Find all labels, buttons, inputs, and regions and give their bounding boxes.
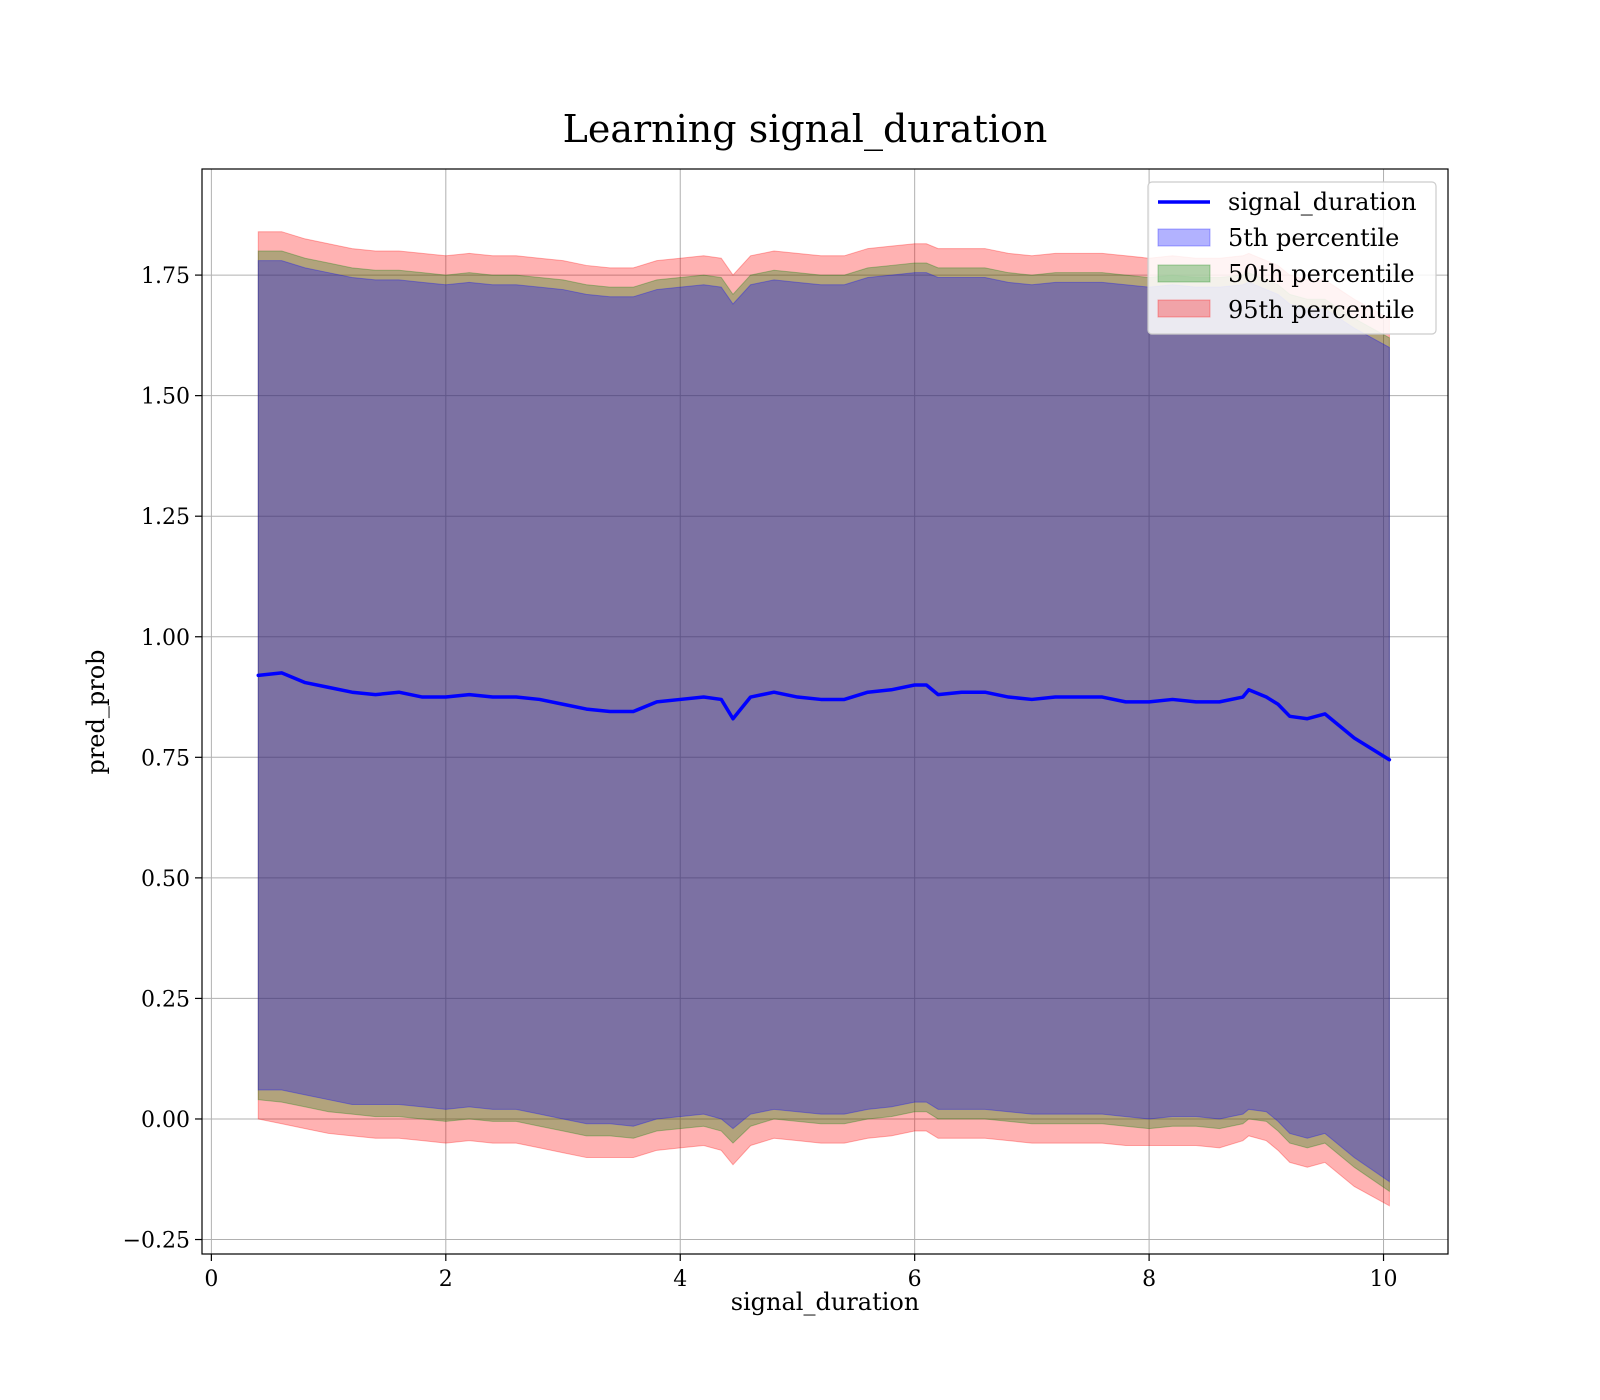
- series-lines: [256, 671, 1392, 762]
- y-tick-label: 0.75: [141, 746, 190, 771]
- percentile-bands: [257, 231, 1390, 1207]
- x-tick-label: 6: [908, 1267, 922, 1292]
- y-tick-label: 1.50: [141, 385, 190, 410]
- legend-label-signal-duration: signal_duration: [1228, 188, 1417, 216]
- x-tick-label: 0: [204, 1267, 218, 1292]
- x-tick-label: 2: [439, 1267, 453, 1292]
- y-tick-label: 0.25: [141, 987, 190, 1012]
- x-axis-ticks: 0 2 4 6 8 10: [204, 1254, 1398, 1292]
- y-tick-label: 1.00: [141, 626, 190, 651]
- legend: signal_duration 5th percentile 50th perc…: [1147, 181, 1437, 335]
- legend-label-5th: 5th percentile: [1228, 224, 1399, 252]
- y-tick-label: 1.75: [141, 264, 190, 289]
- legend-patch-50th: [1157, 264, 1211, 283]
- chart-title: Learning signal_duration: [563, 107, 1048, 152]
- band-5th: [257, 260, 1390, 1183]
- band-95th: [257, 231, 1390, 1207]
- x-tick-label: 10: [1370, 1267, 1398, 1292]
- x-tick-label: 4: [673, 1267, 687, 1292]
- y-tick-label: 0.00: [141, 1108, 190, 1133]
- y-tick-label: −0.25: [123, 1229, 190, 1254]
- series-line-signal-duration: [256, 671, 1392, 762]
- y-axis-label: pred_prob: [82, 649, 110, 774]
- y-tick-label: 1.25: [141, 505, 190, 530]
- y-tick-label: 0.50: [141, 867, 190, 892]
- legend-patch-95th: [1157, 299, 1211, 318]
- legend-label-50th: 50th percentile: [1228, 260, 1415, 288]
- x-axis-label: signal_duration: [731, 1288, 920, 1316]
- legend-patch-5th: [1157, 228, 1211, 247]
- legend-label-95th: 95th percentile: [1228, 296, 1415, 324]
- grid: [202, 169, 1448, 1254]
- band-50th: [257, 250, 1390, 1193]
- legend-box: [1147, 181, 1437, 335]
- x-tick-label: 8: [1142, 1267, 1156, 1292]
- y-axis-ticks: −0.25 0.00 0.25 0.50 0.75 1.00 1.25 1.50 1.75: [123, 264, 202, 1254]
- plot-frame: [201, 168, 1449, 1255]
